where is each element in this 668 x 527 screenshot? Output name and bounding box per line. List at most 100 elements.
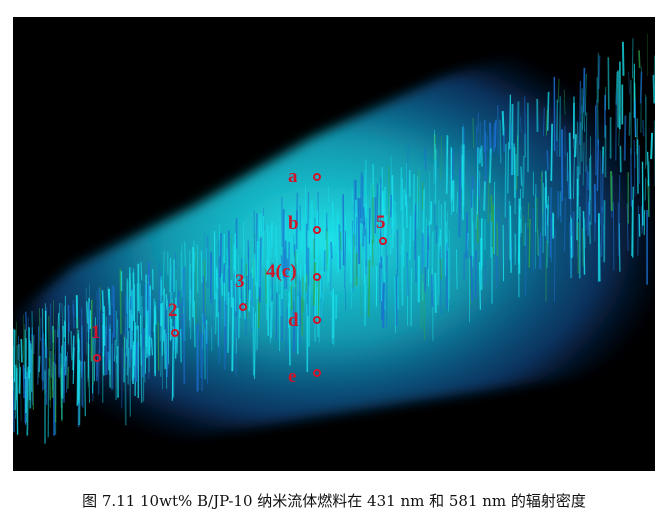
flame-streak	[51, 329, 55, 398]
flame-streak	[553, 227, 556, 303]
flame-streak	[262, 215, 265, 267]
flame-streak	[228, 230, 231, 298]
flame-streak	[84, 361, 86, 417]
flame-streak	[126, 331, 130, 376]
flame-streak	[146, 310, 149, 358]
flame-streak	[163, 329, 167, 370]
flame-streak	[470, 176, 474, 209]
flame-streak	[15, 345, 18, 401]
flame-streak	[508, 200, 511, 260]
flame-streak	[599, 150, 602, 225]
flame-streak	[462, 144, 465, 207]
flame-streak	[378, 183, 381, 218]
flame-streak	[235, 281, 238, 338]
flame-streak	[243, 240, 245, 271]
flame-streak	[57, 312, 60, 338]
flame-streak	[220, 273, 224, 296]
flame-streak	[493, 181, 496, 255]
flame-streak	[439, 258, 443, 280]
flame-streak	[49, 350, 53, 378]
flame-streak	[483, 181, 486, 211]
flame-streak	[573, 148, 575, 199]
flame-streak	[639, 71, 643, 104]
flame-streak	[637, 205, 640, 256]
flame-streak	[563, 197, 566, 252]
flame-streak	[326, 263, 328, 288]
flame-streak	[471, 221, 474, 257]
flame-streak	[183, 241, 187, 267]
flame-streak	[582, 211, 586, 275]
flame-streak	[578, 81, 582, 146]
flame-streak	[304, 185, 307, 231]
flame-streak	[305, 273, 308, 292]
flame-streak	[557, 78, 560, 103]
flame-streak	[431, 274, 434, 307]
flame-streak	[418, 167, 421, 230]
marker-4c	[313, 273, 321, 281]
flame-streak	[61, 303, 64, 330]
flame-streak	[67, 304, 70, 332]
flame-streak	[18, 366, 21, 394]
flame-streak	[404, 188, 407, 207]
flame-streak	[433, 129, 435, 184]
flame-streak	[427, 221, 430, 287]
flame-streak	[293, 244, 297, 284]
flame-streak	[86, 301, 89, 324]
flame-streak	[280, 255, 284, 272]
flame-streak	[386, 255, 388, 329]
flame-streak	[574, 134, 577, 158]
flame-streak	[135, 342, 138, 382]
flame-streak	[307, 191, 310, 231]
flame-streak	[408, 215, 412, 261]
flame-streak	[525, 237, 527, 296]
flame-streak	[527, 202, 530, 228]
flame-streak	[15, 321, 18, 376]
flame-streak	[189, 263, 191, 306]
flame-streak	[120, 346, 124, 409]
marker-label-d: d	[288, 310, 299, 331]
flame-streak	[193, 251, 196, 274]
flame-streak	[444, 201, 447, 277]
flame-streak	[440, 136, 442, 180]
marker-e	[313, 369, 321, 377]
flame-streak	[18, 363, 21, 393]
flame-streak	[463, 127, 466, 161]
flame-streak	[169, 257, 172, 293]
flame-streak	[381, 166, 383, 227]
flame-streak	[488, 148, 492, 183]
flame-streak	[296, 249, 299, 274]
flame-streak	[163, 251, 165, 295]
marker-label-3: 3	[235, 271, 245, 292]
flame-streak	[434, 272, 437, 313]
flame-streak	[38, 355, 41, 373]
flame-streak	[32, 336, 34, 410]
flame-streak	[165, 294, 168, 310]
marker-label-4c: 4(c)	[266, 261, 297, 282]
flame-streak	[169, 265, 172, 324]
flame-streak	[516, 101, 520, 177]
flame-streak	[144, 321, 147, 374]
flame-streak	[351, 187, 354, 203]
flame-streak	[652, 74, 655, 104]
flame-streak	[572, 96, 576, 149]
flame-streak	[446, 167, 449, 185]
flame-streak	[416, 176, 419, 230]
flame-streak	[381, 191, 385, 219]
flame-streak	[338, 224, 342, 270]
flame-streak	[344, 230, 346, 289]
flame-streak	[414, 204, 417, 260]
flame-streak	[214, 293, 218, 335]
flame-streak	[423, 267, 425, 340]
flame-streak	[576, 121, 580, 196]
flame-streak	[577, 166, 580, 219]
flame-streak	[496, 105, 500, 155]
flame-streak	[380, 268, 383, 302]
flame-streak	[439, 248, 442, 314]
flame-streak	[614, 92, 618, 161]
flame-streak	[310, 201, 313, 253]
flame-streak	[393, 201, 396, 235]
flame-streak	[350, 288, 353, 310]
flame-streak	[644, 177, 647, 201]
flame-streak	[301, 218, 304, 252]
flame-streak	[199, 333, 203, 379]
